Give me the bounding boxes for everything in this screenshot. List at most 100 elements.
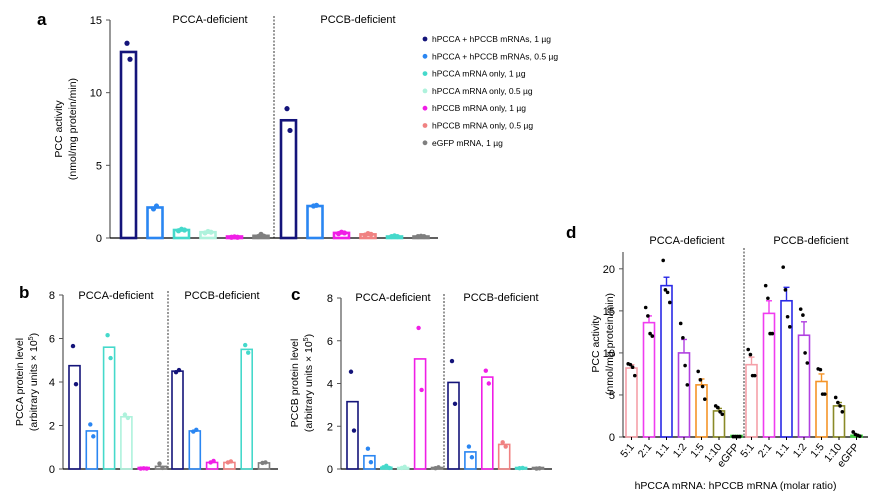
data-point	[402, 464, 407, 470]
legend-label: hPCCA mRNA only, 1 µg	[432, 69, 526, 79]
group-label: PCCB-deficient	[320, 14, 395, 26]
data-point	[160, 465, 165, 471]
x-tick-label: 1:1	[773, 441, 792, 460]
data-point	[416, 325, 421, 331]
data-point	[698, 378, 703, 382]
data-point	[803, 351, 807, 355]
legend-marker	[422, 88, 428, 94]
bar	[240, 348, 253, 470]
legend-marker	[422, 36, 428, 42]
group-label: PCCA-deficient	[355, 292, 430, 304]
legend-label: hPCCB mRNA only, 1 µg	[432, 103, 526, 113]
data-point	[70, 343, 76, 349]
data-point	[650, 334, 655, 338]
data-point	[365, 446, 371, 451]
data-point	[73, 381, 79, 387]
data-point	[500, 440, 505, 445]
data-point	[208, 229, 214, 235]
data-point	[696, 369, 700, 374]
data-point	[753, 373, 757, 378]
x-axis-label: hPCCA mRNA: hPCCB mRNA (molar ratio)	[635, 480, 837, 492]
bar	[660, 284, 673, 438]
bar	[346, 400, 359, 470]
data-point	[449, 358, 455, 364]
data-point	[840, 409, 845, 414]
bar	[625, 367, 638, 438]
data-point	[144, 466, 149, 471]
y-tick-label: 2	[327, 421, 333, 433]
data-point	[720, 412, 725, 417]
y-axis-label-units: (nmol/mg protein/min)	[67, 78, 79, 180]
group-label: PCCB-deficient	[773, 235, 848, 247]
data-point	[858, 434, 862, 438]
y-tick-label: 4	[49, 377, 55, 389]
data-point	[628, 362, 633, 367]
legend-label: hPCCB mRNA only, 0.5 µg	[432, 121, 533, 131]
data-point	[351, 428, 357, 433]
data-point	[783, 288, 788, 292]
data-point	[157, 461, 162, 466]
legend-marker	[422, 53, 428, 59]
data-point	[798, 307, 803, 311]
legend-marker	[422, 71, 428, 76]
legend-marker	[422, 105, 428, 111]
data-point	[746, 347, 750, 352]
bar	[102, 346, 116, 470]
group-label: PCCB-deficient	[184, 290, 259, 302]
y-axis-label: PCCB protein level	[289, 339, 301, 428]
data-point	[194, 427, 199, 433]
bar	[188, 430, 202, 470]
data-point	[243, 342, 248, 348]
bar	[815, 380, 828, 438]
y-tick-label: 0	[327, 464, 333, 476]
y-axis-label: PCCA protein level	[14, 338, 26, 426]
bar	[306, 204, 324, 240]
panel-letter: b	[19, 283, 29, 302]
data-point	[665, 290, 670, 295]
data-point	[748, 352, 753, 357]
panel-c: c 0 2 4 6 8 PCCB protein level (arbitrary units…	[289, 285, 552, 476]
y-tick-label: 10	[90, 88, 102, 100]
data-point	[368, 459, 374, 465]
panel-d: d 0 5 10 15 20 PCC activity (nmol/mg protein/mi…	[566, 223, 868, 492]
data-point	[368, 231, 374, 237]
data-point	[700, 384, 705, 389]
data-point	[348, 369, 354, 374]
panel-letter: d	[566, 223, 576, 242]
x-tick-label: 5:1	[618, 441, 637, 460]
y-tick-label: 4	[327, 379, 333, 391]
y-tick-label: 0	[96, 233, 102, 245]
y-tick-label: 15	[603, 306, 615, 318]
data-point	[127, 56, 133, 62]
data-point	[718, 409, 722, 414]
data-point	[838, 404, 842, 408]
y-tick-label: 2	[49, 421, 55, 433]
data-point	[738, 434, 742, 439]
data-point	[108, 355, 113, 361]
x-tick-label: 5:1	[738, 441, 757, 460]
bar	[363, 454, 376, 470]
panel-letter: a	[37, 10, 47, 29]
y-tick-label: 8	[49, 290, 55, 302]
data-point	[781, 265, 785, 269]
data-point	[436, 465, 441, 470]
data-point	[646, 314, 650, 318]
bar	[119, 50, 138, 240]
data-point	[181, 227, 188, 233]
data-point	[91, 434, 96, 439]
data-point	[469, 455, 475, 460]
legend-label: hPCCA mRNA only, 0.5 µg	[432, 86, 533, 96]
data-point	[419, 387, 424, 393]
data-point	[313, 202, 320, 208]
panel-letter: c	[291, 285, 300, 304]
bar	[413, 358, 427, 470]
data-point	[678, 321, 683, 326]
bar	[797, 334, 811, 438]
bar	[464, 451, 477, 470]
data-point	[211, 458, 216, 464]
y-axis-label-units: (nmol/mg protein/min)	[604, 293, 616, 395]
data-point	[263, 460, 268, 465]
data-point	[683, 363, 687, 368]
data-point	[234, 234, 241, 240]
